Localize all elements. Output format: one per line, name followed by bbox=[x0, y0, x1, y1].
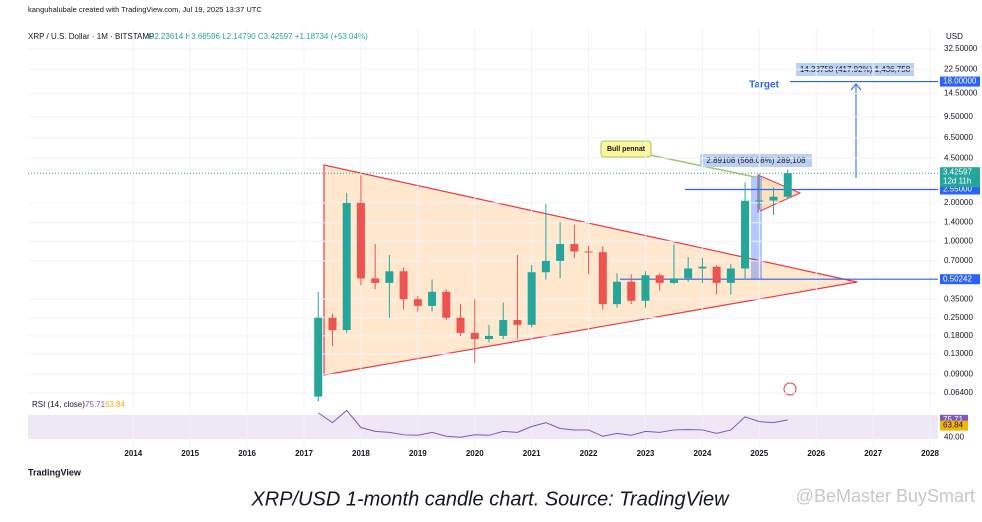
y-tick-label: 1.00000 bbox=[944, 236, 973, 245]
rsi-line bbox=[317, 409, 788, 438]
y-tick-label: 0.09000 bbox=[944, 369, 973, 378]
candle bbox=[570, 244, 579, 252]
measure-label-bg bbox=[700, 154, 812, 167]
callout bbox=[600, 140, 652, 158]
event-icon[interactable] bbox=[783, 382, 797, 396]
caption: XRP/USD 1-month candle chart. Source: Tr… bbox=[250, 488, 730, 510]
y-tick-label: 14.50000 bbox=[944, 89, 978, 98]
arrow-head bbox=[850, 83, 862, 91]
y-tick-label: 2.00000 bbox=[944, 198, 973, 207]
last-price: 3.42597 bbox=[943, 167, 972, 176]
x-tick-label: 2022 bbox=[580, 449, 598, 458]
candle bbox=[712, 266, 721, 283]
candle bbox=[541, 260, 550, 273]
candle bbox=[499, 320, 508, 336]
y-tick-label: 32.50000 bbox=[944, 44, 978, 53]
candle bbox=[371, 278, 380, 283]
price-label: 2.55000 bbox=[943, 185, 972, 194]
candle bbox=[584, 251, 593, 253]
price-label: 0.50242 bbox=[943, 274, 972, 283]
y-tick-label: 1.40000 bbox=[944, 218, 973, 227]
candle bbox=[641, 275, 650, 301]
y-tick-label: 6.50000 bbox=[944, 133, 973, 142]
x-tick-label: 2017 bbox=[295, 449, 313, 458]
rsi-last: 75.71 bbox=[943, 415, 964, 424]
x-tick-label: 2014 bbox=[124, 449, 142, 458]
rsi-ma-value: 63.84 bbox=[105, 400, 126, 409]
candle bbox=[613, 281, 622, 305]
target-text: Target bbox=[749, 80, 779, 91]
candle bbox=[442, 291, 451, 318]
candle bbox=[513, 320, 522, 325]
ohlc: O2.23614 H3.66596 L2.14790 C3.42597 +1.1… bbox=[148, 32, 368, 41]
rsi-last-bg bbox=[940, 414, 968, 425]
candle bbox=[470, 332, 479, 340]
x-tick-label: 2023 bbox=[637, 449, 655, 458]
rsi-ma: 63.84 bbox=[943, 421, 964, 430]
candle bbox=[698, 266, 707, 269]
x-tick-label: 2025 bbox=[750, 449, 768, 458]
unit: USD bbox=[946, 32, 963, 41]
rsi-value: 75.71 bbox=[85, 400, 106, 409]
candle bbox=[769, 196, 778, 201]
candle bbox=[456, 317, 465, 333]
price-label: 18.00000 bbox=[943, 77, 977, 86]
y-tick-label: 0.70000 bbox=[944, 256, 973, 265]
x-tick-label: 2026 bbox=[807, 449, 825, 458]
y-tick-label: 0.18000 bbox=[944, 331, 973, 340]
x-tick-label: 2027 bbox=[864, 449, 882, 458]
candle bbox=[314, 317, 323, 397]
candle bbox=[598, 252, 607, 305]
candle bbox=[726, 268, 735, 283]
x-tick-label: 2019 bbox=[409, 449, 427, 458]
candle bbox=[684, 268, 693, 279]
y-tick-label: 0.13000 bbox=[944, 349, 973, 358]
rsi-tick: 40.00 bbox=[944, 432, 965, 441]
y-tick-label: 9.50000 bbox=[944, 112, 973, 121]
candle bbox=[741, 200, 750, 269]
candle bbox=[527, 272, 536, 325]
price-label-bg bbox=[940, 274, 980, 285]
x-tick-label: 2015 bbox=[181, 449, 199, 458]
candle bbox=[399, 271, 408, 300]
candle bbox=[356, 202, 365, 279]
rsi-title: RSI (14, close) bbox=[32, 400, 85, 409]
candle bbox=[783, 173, 792, 197]
candle bbox=[328, 317, 337, 331]
y-tick-label: 0.06400 bbox=[944, 388, 973, 397]
candle bbox=[428, 291, 437, 306]
countdown: 12d 11h bbox=[943, 176, 971, 185]
symbol: XRP / U.S. Dollar · 1M · BITSTAMP bbox=[28, 32, 154, 41]
y-tick-label: 4.50000 bbox=[944, 153, 973, 162]
candle bbox=[556, 244, 565, 261]
watermark: @BeMaster BuySmart bbox=[796, 486, 975, 506]
x-tick-label: 2018 bbox=[352, 449, 370, 458]
y-tick-label: 0.35000 bbox=[944, 294, 973, 303]
price-label-bg bbox=[940, 76, 980, 87]
candle bbox=[342, 202, 351, 331]
y-tick-label: 0.25000 bbox=[944, 313, 973, 322]
candle bbox=[755, 200, 764, 202]
rsi-ma-bg bbox=[940, 420, 968, 431]
logo: TradingView bbox=[28, 467, 82, 477]
callout-text: Bull pennat bbox=[607, 146, 646, 153]
measure-label: 2.89108 (568.08%) 289,108 bbox=[706, 156, 806, 165]
x-tick-label: 2024 bbox=[693, 449, 711, 458]
y-tick-label: 22.50000 bbox=[944, 64, 978, 73]
measure-box bbox=[751, 176, 762, 279]
candle bbox=[413, 299, 422, 306]
x-tick-label: 2021 bbox=[523, 449, 541, 458]
x-tick-label: 2028 bbox=[921, 449, 939, 458]
candle bbox=[627, 281, 636, 301]
price-label-bg bbox=[940, 184, 980, 195]
x-tick-label: 2020 bbox=[466, 449, 484, 458]
candle bbox=[385, 271, 394, 283]
credit: kanguhalubale created with TradingView.c… bbox=[28, 5, 262, 14]
candle bbox=[655, 275, 664, 283]
last-price-bg bbox=[940, 167, 980, 188]
candle bbox=[484, 335, 493, 340]
x-tick-label: 2016 bbox=[238, 449, 256, 458]
candle bbox=[669, 278, 678, 283]
